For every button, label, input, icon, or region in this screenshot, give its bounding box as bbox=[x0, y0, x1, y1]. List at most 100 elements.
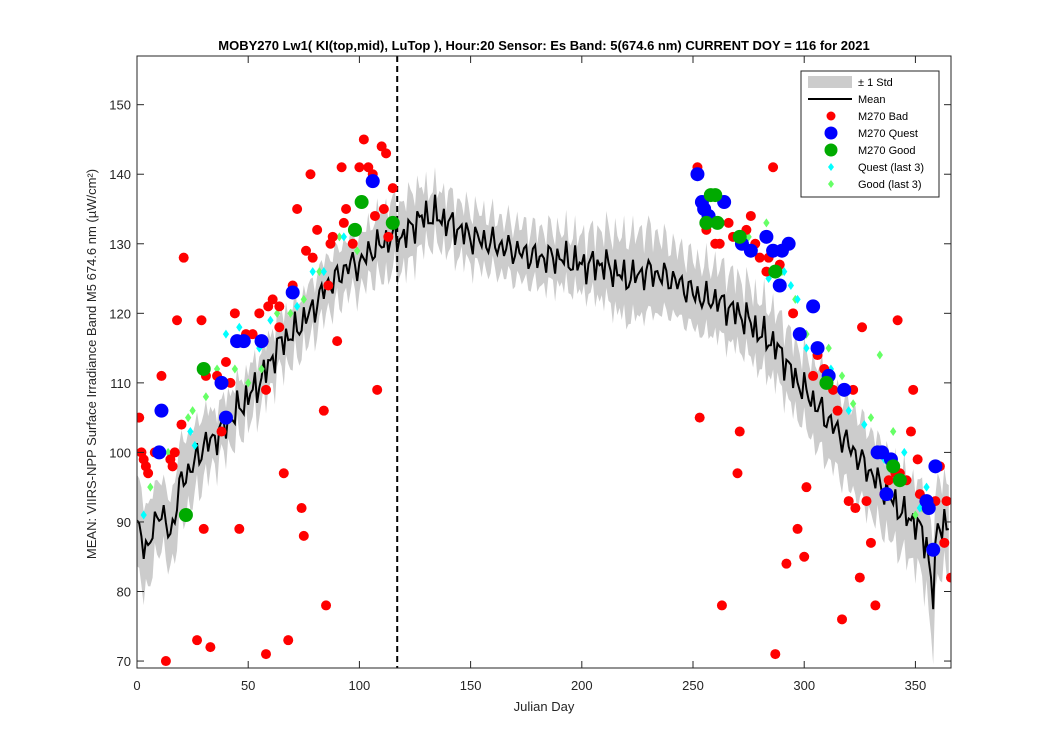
bad-point bbox=[714, 238, 725, 249]
y-axis-label: MEAN: VIIRS-NPP Surface Irradiance Band … bbox=[84, 169, 99, 559]
bad-point bbox=[341, 204, 352, 214]
y-tick-label: 90 bbox=[117, 515, 131, 530]
good-last3-point bbox=[245, 378, 252, 388]
x-tick-label: 300 bbox=[793, 678, 815, 693]
bad-point bbox=[378, 204, 389, 214]
legend-quest-last3-swatch bbox=[828, 163, 834, 171]
good-point bbox=[347, 222, 362, 237]
bad-point bbox=[160, 656, 171, 667]
bad-point bbox=[216, 426, 227, 437]
quest-last3-point bbox=[293, 301, 301, 311]
good-point bbox=[710, 215, 725, 230]
plot-area bbox=[137, 56, 951, 668]
bad-point bbox=[156, 370, 167, 381]
good-point bbox=[732, 229, 747, 244]
bad-point bbox=[694, 412, 705, 423]
y-tick-label: 110 bbox=[110, 376, 131, 391]
x-tick-label: 50 bbox=[241, 678, 255, 693]
y-tick-label: 100 bbox=[109, 445, 131, 460]
bad-point bbox=[734, 426, 745, 437]
bad-point bbox=[799, 551, 810, 562]
bad-point bbox=[870, 600, 881, 611]
quest-last3-point bbox=[140, 510, 147, 520]
quest-last3-point bbox=[901, 447, 908, 457]
bad-point bbox=[837, 614, 848, 625]
y-tick-label: 130 bbox=[109, 237, 131, 252]
quest-point bbox=[236, 334, 251, 349]
quest-last3-point bbox=[845, 406, 852, 416]
quest-point bbox=[781, 236, 796, 251]
good-point bbox=[886, 459, 901, 474]
bad-point bbox=[205, 642, 216, 653]
bad-point bbox=[176, 419, 187, 430]
bad-point bbox=[788, 308, 799, 319]
quest-point bbox=[759, 229, 774, 244]
legend-good-last3-swatch bbox=[828, 180, 834, 188]
bad-point bbox=[768, 162, 779, 173]
y-tick-label: 150 bbox=[109, 98, 131, 113]
legend-label: Quest (last 3) bbox=[858, 162, 924, 174]
bad-point bbox=[305, 169, 316, 180]
bad-point bbox=[358, 134, 369, 145]
bad-point bbox=[318, 405, 329, 416]
bad-point bbox=[941, 496, 951, 507]
good-last3-point bbox=[147, 482, 154, 492]
bad-point bbox=[167, 461, 178, 472]
good-last3-point bbox=[336, 232, 343, 242]
axes-box bbox=[136, 55, 952, 669]
good-last3-point bbox=[890, 427, 897, 437]
good-point bbox=[354, 195, 369, 210]
legend-quest-swatch bbox=[824, 126, 838, 140]
bad-point bbox=[781, 558, 792, 569]
bad-point bbox=[338, 217, 349, 228]
axes: 0 50 100 150 200 250 300 350 70 80 90 100 110 120 130 1… bbox=[109, 55, 952, 693]
good-last3-point bbox=[202, 392, 210, 402]
legend-label: M270 Good bbox=[858, 145, 915, 157]
bad-point bbox=[723, 217, 734, 228]
quest-point bbox=[254, 334, 269, 349]
bad-point bbox=[732, 468, 743, 479]
good-last3-point bbox=[867, 413, 875, 423]
bad-point bbox=[274, 322, 285, 333]
quest-point bbox=[879, 487, 894, 502]
good-last3-point bbox=[849, 399, 857, 409]
bad-point bbox=[327, 231, 338, 242]
good-last3-point bbox=[189, 406, 196, 416]
y-tick-label: 70 bbox=[117, 654, 131, 669]
legend-label: M270 Bad bbox=[858, 111, 908, 123]
good-last3-point bbox=[825, 343, 832, 353]
std-band bbox=[137, 167, 949, 665]
x-tick-label: 0 bbox=[133, 678, 140, 693]
good-point bbox=[819, 375, 834, 390]
quest-point bbox=[152, 445, 167, 460]
chart-title: MOBY270 Lw1( KI(top,mid), LuTop ), Hour:… bbox=[218, 38, 869, 53]
bad-point bbox=[716, 600, 727, 611]
quest-last3-point bbox=[187, 427, 194, 437]
bad-point bbox=[298, 530, 309, 541]
good-point bbox=[178, 508, 193, 522]
bad-point bbox=[905, 426, 916, 437]
good-last3-point bbox=[185, 413, 192, 423]
legend-label: Mean bbox=[858, 94, 886, 106]
quest-point bbox=[690, 167, 705, 182]
bad-point bbox=[832, 405, 843, 416]
good-point bbox=[385, 215, 400, 230]
bad-point bbox=[321, 600, 332, 611]
good-last3-point bbox=[763, 218, 770, 228]
quest-point bbox=[772, 278, 787, 293]
good-last3-point bbox=[876, 350, 883, 360]
bad-point bbox=[770, 649, 781, 660]
bad-point bbox=[892, 315, 903, 326]
good-last3-point bbox=[273, 308, 281, 318]
good-last3-point bbox=[258, 364, 265, 374]
quest-last3-point bbox=[340, 232, 347, 242]
bad-point bbox=[854, 572, 865, 583]
bad-point bbox=[336, 162, 347, 173]
bad-point bbox=[260, 384, 271, 395]
good-last3-point bbox=[287, 308, 294, 318]
quest-point bbox=[792, 327, 807, 342]
bad-point bbox=[843, 496, 854, 507]
x-tick-label: 150 bbox=[460, 678, 482, 693]
bad-point bbox=[323, 280, 334, 291]
bad-point bbox=[861, 496, 872, 507]
